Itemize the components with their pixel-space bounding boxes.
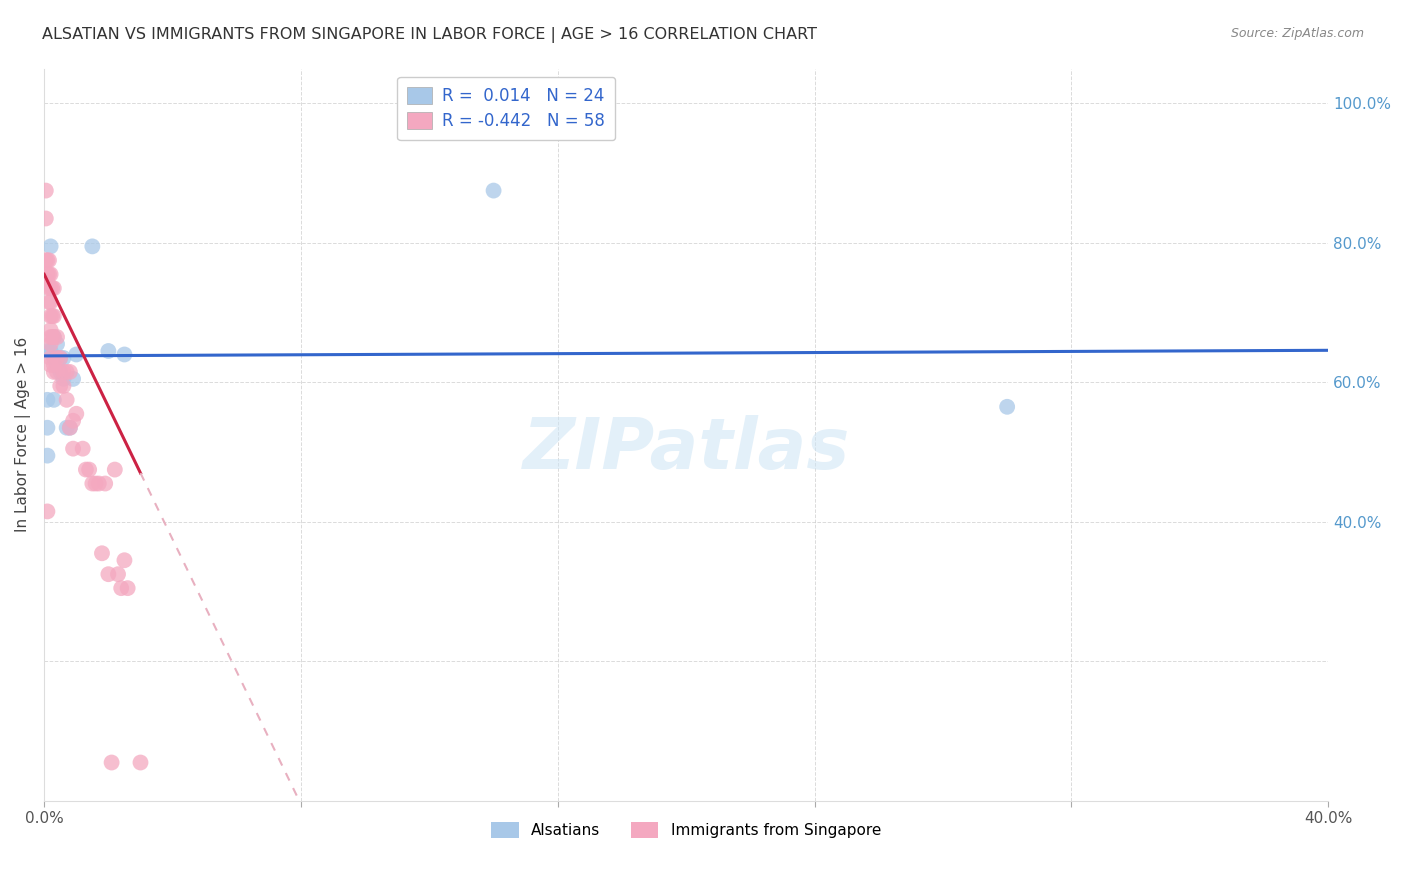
Point <box>46 330 69 344</box>
Point <box>39 330 62 344</box>
Point <box>46 351 69 365</box>
Point <box>82 476 104 491</box>
Point <box>39 309 62 323</box>
Point <box>59 421 82 435</box>
Point <box>37 421 59 435</box>
Point <box>42 281 65 295</box>
Point <box>37 392 59 407</box>
Point <box>46 365 69 379</box>
Point <box>97 343 120 358</box>
Point <box>42 392 65 407</box>
Point <box>42 358 65 372</box>
Y-axis label: In Labor Force | Age > 16: In Labor Force | Age > 16 <box>15 337 31 533</box>
Point <box>52 372 75 386</box>
Point <box>46 358 69 372</box>
Point <box>38 267 60 281</box>
Point <box>110 581 132 595</box>
Point <box>37 504 59 518</box>
Point <box>42 330 65 344</box>
Point <box>129 756 152 770</box>
Point <box>39 323 62 337</box>
Point <box>39 295 62 310</box>
Point <box>117 581 139 595</box>
Point <box>37 343 59 358</box>
Point <box>42 330 65 344</box>
Point <box>59 421 82 435</box>
Point <box>41 330 63 344</box>
Point <box>995 400 1018 414</box>
Legend: Alsatians, Immigrants from Singapore: Alsatians, Immigrants from Singapore <box>485 816 887 845</box>
Point <box>65 347 87 361</box>
Point <box>39 358 62 372</box>
Point <box>62 442 84 456</box>
Point <box>49 351 72 365</box>
Point <box>62 414 84 428</box>
Text: ALSATIAN VS IMMIGRANTS FROM SINGAPORE IN LABOR FORCE | AGE > 16 CORRELATION CHAR: ALSATIAN VS IMMIGRANTS FROM SINGAPORE IN… <box>42 27 817 43</box>
Point <box>59 365 82 379</box>
Point <box>42 365 65 379</box>
Text: ZIPatlas: ZIPatlas <box>523 415 849 483</box>
Point <box>482 184 505 198</box>
Point <box>100 756 122 770</box>
Point <box>42 309 65 323</box>
Point <box>49 379 72 393</box>
Point <box>41 281 63 295</box>
Point <box>38 253 60 268</box>
Point <box>97 567 120 582</box>
Point <box>39 337 62 351</box>
Point <box>62 372 84 386</box>
Point <box>82 239 104 253</box>
Point <box>39 239 62 253</box>
Point <box>55 421 77 435</box>
Point <box>72 442 94 456</box>
Point <box>42 351 65 365</box>
Point <box>94 476 117 491</box>
Point <box>37 274 59 288</box>
Point <box>39 351 62 365</box>
Point <box>39 343 62 358</box>
Point <box>65 407 87 421</box>
Point <box>52 365 75 379</box>
Text: Source: ZipAtlas.com: Source: ZipAtlas.com <box>1230 27 1364 40</box>
Point <box>114 347 136 361</box>
Point <box>49 365 72 379</box>
Point <box>114 553 136 567</box>
Point <box>55 365 77 379</box>
Point <box>49 351 72 365</box>
Point <box>35 184 58 198</box>
Point <box>37 449 59 463</box>
Point <box>52 351 75 365</box>
Point <box>35 211 58 226</box>
Point <box>37 267 59 281</box>
Point <box>39 267 62 281</box>
Point <box>37 253 59 268</box>
Point <box>35 253 58 268</box>
Point <box>55 392 77 407</box>
Point <box>41 309 63 323</box>
Point <box>46 337 69 351</box>
Point <box>87 476 110 491</box>
Point <box>52 379 75 393</box>
Point <box>38 295 60 310</box>
Point <box>77 462 100 476</box>
Point <box>38 281 60 295</box>
Point <box>91 546 114 560</box>
Point <box>39 281 62 295</box>
Point <box>104 462 127 476</box>
Point <box>107 567 129 582</box>
Point <box>84 476 107 491</box>
Point <box>75 462 97 476</box>
